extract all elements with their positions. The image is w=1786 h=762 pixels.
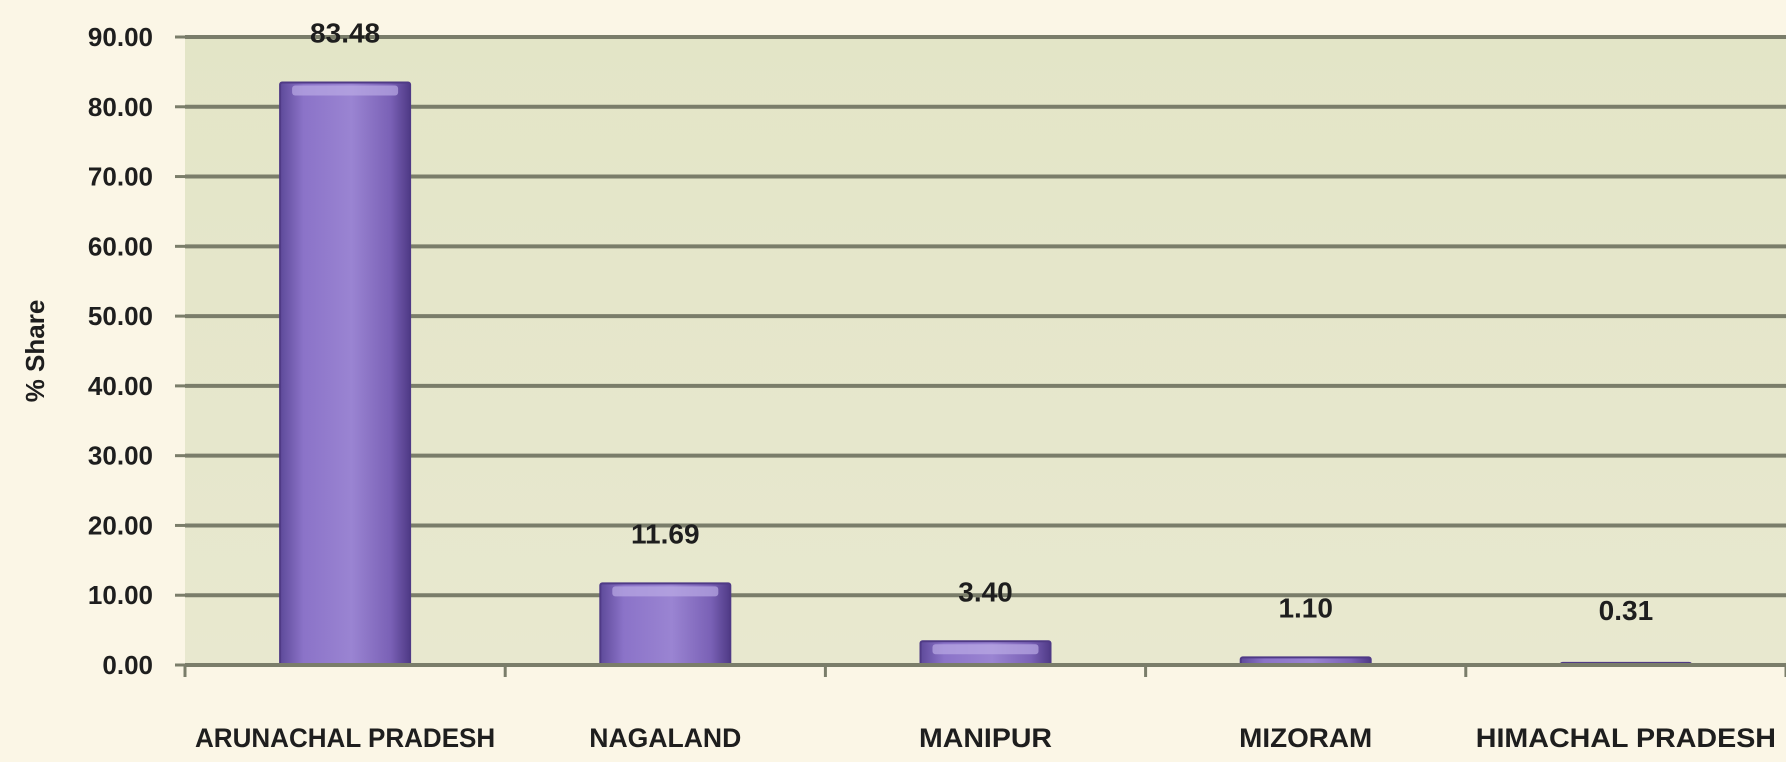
value-label: 0.31 <box>1599 595 1654 626</box>
y-axis-tick-labels: 0.00 10.00 20.00 30.00 40.00 50.00 60.00 70.00 8… <box>88 22 153 680</box>
plot-area <box>185 37 1786 665</box>
bars <box>279 81 1692 667</box>
gridlines <box>175 35 1786 677</box>
x-tick-label: ARUNACHAL PRADESH <box>195 723 495 753</box>
y-tick-label: 0.00 <box>102 650 153 680</box>
value-labels: 83.48 11.69 3.40 1.10 0.31 <box>310 17 1653 626</box>
bar-highlight <box>932 644 1039 655</box>
bar-highlight <box>612 586 719 597</box>
y-tick-label: 40.00 <box>88 371 153 401</box>
value-label: 1.10 <box>1278 592 1333 623</box>
y-tick-label: 90.00 <box>88 22 153 52</box>
x-tick-label: NAGALAND <box>589 723 741 753</box>
x-axis-tick-labels: ARUNACHAL PRADESH NAGALAND MANIPUR MIZORAM H… <box>195 723 1776 753</box>
value-label: 11.69 <box>631 518 700 549</box>
value-label: 3.40 <box>958 576 1013 607</box>
bar-highlight <box>292 85 399 96</box>
y-tick-label: 60.00 <box>88 231 153 261</box>
y-tick-label: 70.00 <box>88 162 153 192</box>
y-axis-label: % Share <box>20 300 50 403</box>
x-tick-label: MIZORAM <box>1239 723 1372 753</box>
y-tick-label: 10.00 <box>88 580 153 610</box>
y-tick-label: 30.00 <box>88 441 153 471</box>
x-tick-label: HIMACHAL PRADESH <box>1476 723 1776 753</box>
y-tick-label: 50.00 <box>88 301 153 331</box>
bar <box>279 81 412 666</box>
x-tick-label: MANIPUR <box>919 723 1052 753</box>
value-label: 83.48 <box>310 17 380 48</box>
y-tick-label: 20.00 <box>88 510 153 540</box>
y-tick-label: 80.00 <box>88 92 153 122</box>
